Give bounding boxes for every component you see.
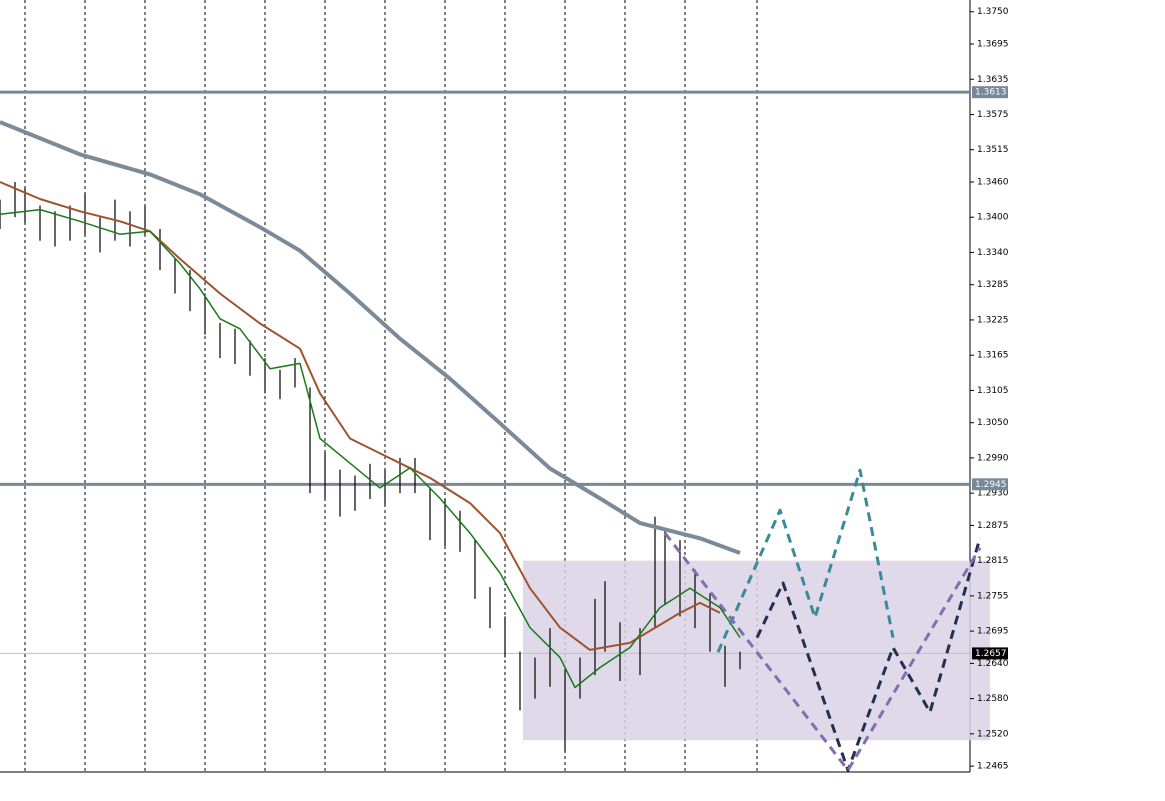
y-tick-label: 1.3575: [977, 110, 1009, 120]
y-tick-label: 1.3695: [977, 40, 1009, 50]
zone: [523, 560, 990, 741]
y-tick-label: 1.3515: [977, 145, 1009, 155]
y-tick-label: 1.2990: [977, 453, 1009, 463]
y-tick-label: 1.3050: [977, 418, 1009, 428]
y-tick-label: 1.2755: [977, 591, 1009, 601]
moving-average: [0, 208, 741, 689]
y-tick-label: 1.2580: [977, 694, 1009, 704]
level-label-box: [972, 647, 1008, 660]
y-tick-label: 1.3460: [977, 177, 1009, 187]
y-tick-label: 1.2695: [977, 627, 1009, 637]
y-tick-label: 1.3225: [977, 315, 1009, 325]
moving-average: [0, 120, 741, 555]
moving-average: [0, 181, 721, 651]
level-label: 1.3613: [975, 88, 1007, 98]
projection-line: [755, 537, 982, 772]
y-tick-label: 1.2815: [977, 556, 1009, 566]
y-tick-label: 1.3285: [977, 280, 1009, 290]
y-tick-label: 1.2640: [977, 659, 1009, 669]
level-label: 1.2945: [975, 480, 1007, 490]
y-tick-label: 1.2930: [977, 489, 1009, 499]
y-tick-label: 1.2465: [977, 762, 1009, 772]
y-tick-label: 1.3635: [977, 75, 1009, 85]
y-tick-label: 1.3105: [977, 386, 1009, 396]
y-tick-label: 1.2520: [977, 729, 1009, 739]
y-tick-label: 1.2875: [977, 521, 1009, 531]
projection-line: [663, 532, 982, 772]
level-label: 1.2657: [975, 649, 1007, 659]
y-tick-label: 1.3750: [977, 7, 1009, 17]
level-label-box: [972, 86, 1008, 99]
y-tick-label: 1.3165: [977, 351, 1009, 361]
y-tick-label: 1.3400: [977, 213, 1009, 223]
y-tick-label: 1.3340: [977, 248, 1009, 258]
level-label-box: [972, 478, 1008, 491]
